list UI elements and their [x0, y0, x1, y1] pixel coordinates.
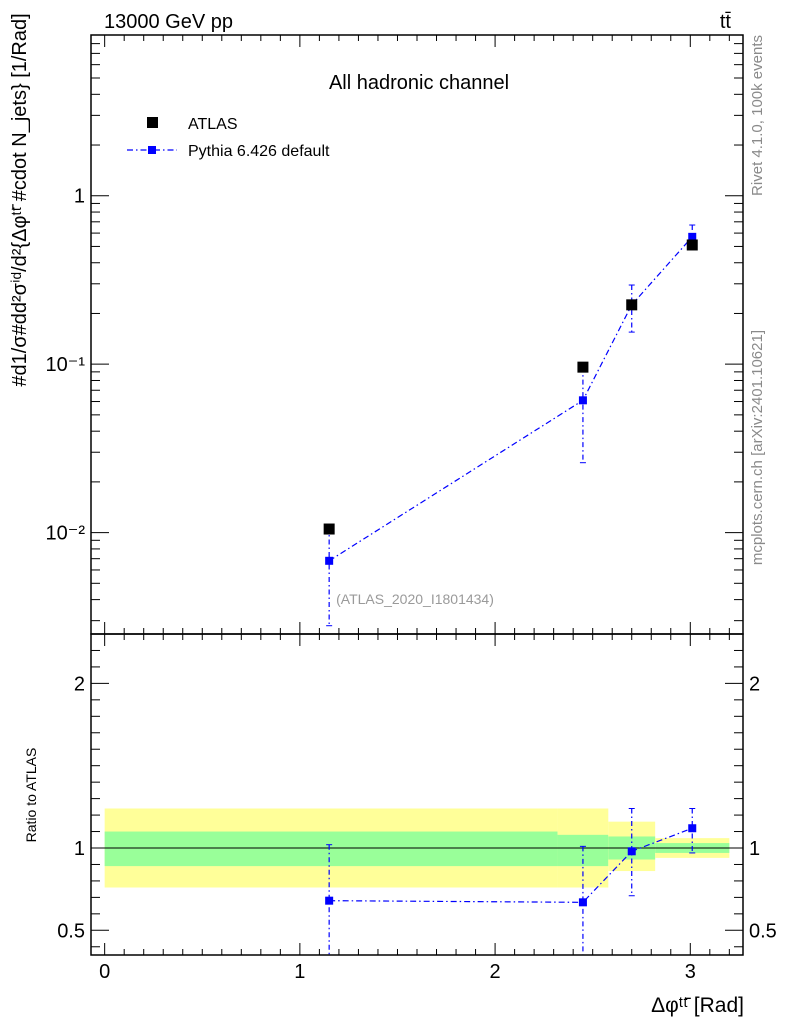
ratio-plot-frame [90, 633, 744, 956]
x-tick-label: 1 [294, 961, 305, 983]
ratio-y-tick-label-left: 2 [74, 673, 85, 695]
mcplots-label: mcplots.cern.ch [arXiv:2401.10621] [749, 330, 766, 565]
legend: ATLAS Pythia 6.426 default [127, 116, 330, 160]
legend-atlas-label: ATLAS [188, 116, 238, 133]
atlas-series-main [323, 239, 698, 535]
ratio-y-tick-label-right: 0.5 [749, 920, 777, 942]
pythia-line [328, 236, 693, 562]
legend-pythia-marker [148, 146, 156, 154]
chart-title: All hadronic channel [329, 72, 509, 94]
pythia-series-main [325, 224, 697, 627]
ratio-pythia-point [578, 898, 587, 907]
legend-atlas-marker [147, 117, 158, 128]
pythia-series-ratio [325, 807, 697, 955]
x-tick-label: 2 [490, 961, 501, 983]
atlas-point [686, 239, 698, 251]
ratio-axis-ticks: 0 1 2 3 0.5 0.5 1 1 2 2 [57, 633, 777, 983]
process-label: tt̄ [720, 11, 732, 33]
analysis-tag: (ATLAS_2020_I1801434) [336, 591, 494, 607]
atlas-point [323, 523, 335, 535]
x-axis-label: Δφᵗᵗ̄ [Rad] [651, 994, 744, 1017]
pythia-point [325, 556, 334, 565]
x-tick-label: 0 [99, 961, 110, 983]
ratio-y-tick-label-right: 2 [749, 673, 760, 695]
main-y-tick-label: 10⁻¹ [46, 354, 86, 376]
rivet-label: Rivet 4.1.0, 100k events [749, 35, 766, 196]
ratio-y-axis-label: Ratio to ATLAS [23, 748, 39, 843]
main-y-tick-label: 10⁻² [46, 523, 86, 545]
ratio-y-tick-label-right: 1 [749, 838, 760, 860]
energy-label: 13000 GeV pp [104, 11, 233, 33]
x-tick-label: 3 [685, 961, 696, 983]
ratio-pythia-point [325, 896, 334, 905]
main-y-tick-label: 1 [74, 186, 85, 208]
main-y-axis-label: #d1/σ#dd²σⁱᵈ/d²{Δφᵗᵗ̄ #cdot N_jets} [1/R… [9, 13, 31, 386]
main-axis-ticks: 10⁻² 10⁻¹ 1 [46, 34, 743, 634]
ratio-pythia-point [627, 847, 636, 856]
ratio-pythia-point [688, 824, 697, 833]
pythia-point [578, 396, 587, 405]
ratio-y-tick-label-left: 0.5 [57, 920, 85, 942]
pythia-point [688, 232, 697, 241]
legend-pythia-label: Pythia 6.426 default [188, 143, 330, 160]
ratio-y-tick-label-left: 1 [74, 838, 85, 860]
ratio-pythia-line [329, 827, 693, 903]
atlas-point [577, 361, 589, 373]
ratio-band-green [104, 831, 558, 867]
atlas-point [626, 299, 638, 311]
